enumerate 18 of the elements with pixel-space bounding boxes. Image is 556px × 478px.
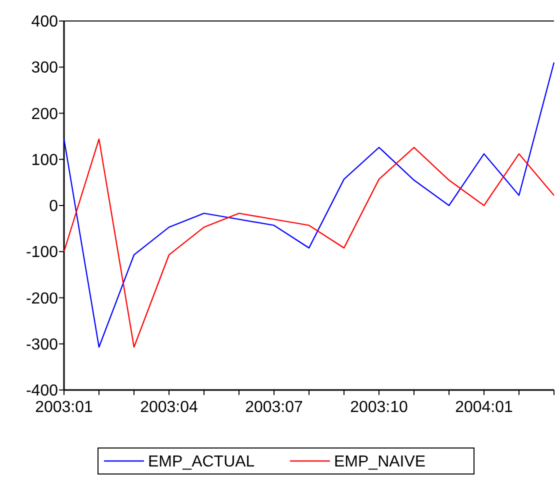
y-tick-label: -300 bbox=[26, 336, 58, 354]
y-tick-label: -200 bbox=[26, 290, 58, 308]
line-series bbox=[63, 138, 555, 348]
x-tick-label: 2003:10 bbox=[350, 399, 408, 416]
x-tick-label: 2003:01 bbox=[35, 399, 94, 416]
y-tick-label: 100 bbox=[31, 152, 58, 169]
y-tick-label: -400 bbox=[26, 382, 58, 400]
y-tick-label: 0 bbox=[49, 198, 58, 216]
x-tick-label: 2003:07 bbox=[245, 399, 304, 416]
y-tick-label: -100 bbox=[26, 244, 58, 262]
y-tick-label: 200 bbox=[31, 106, 58, 123]
y-tick-label: 400 bbox=[31, 14, 58, 31]
legend-label: EMP_ACTUAL bbox=[148, 454, 255, 471]
y-tick-label: 300 bbox=[31, 60, 58, 77]
x-tick-label: 2004:01 bbox=[455, 399, 514, 416]
x-tick-label: 2003:04 bbox=[140, 399, 198, 416]
line-series bbox=[63, 62, 555, 348]
legend-label: EMP_NAIVE bbox=[334, 454, 426, 471]
